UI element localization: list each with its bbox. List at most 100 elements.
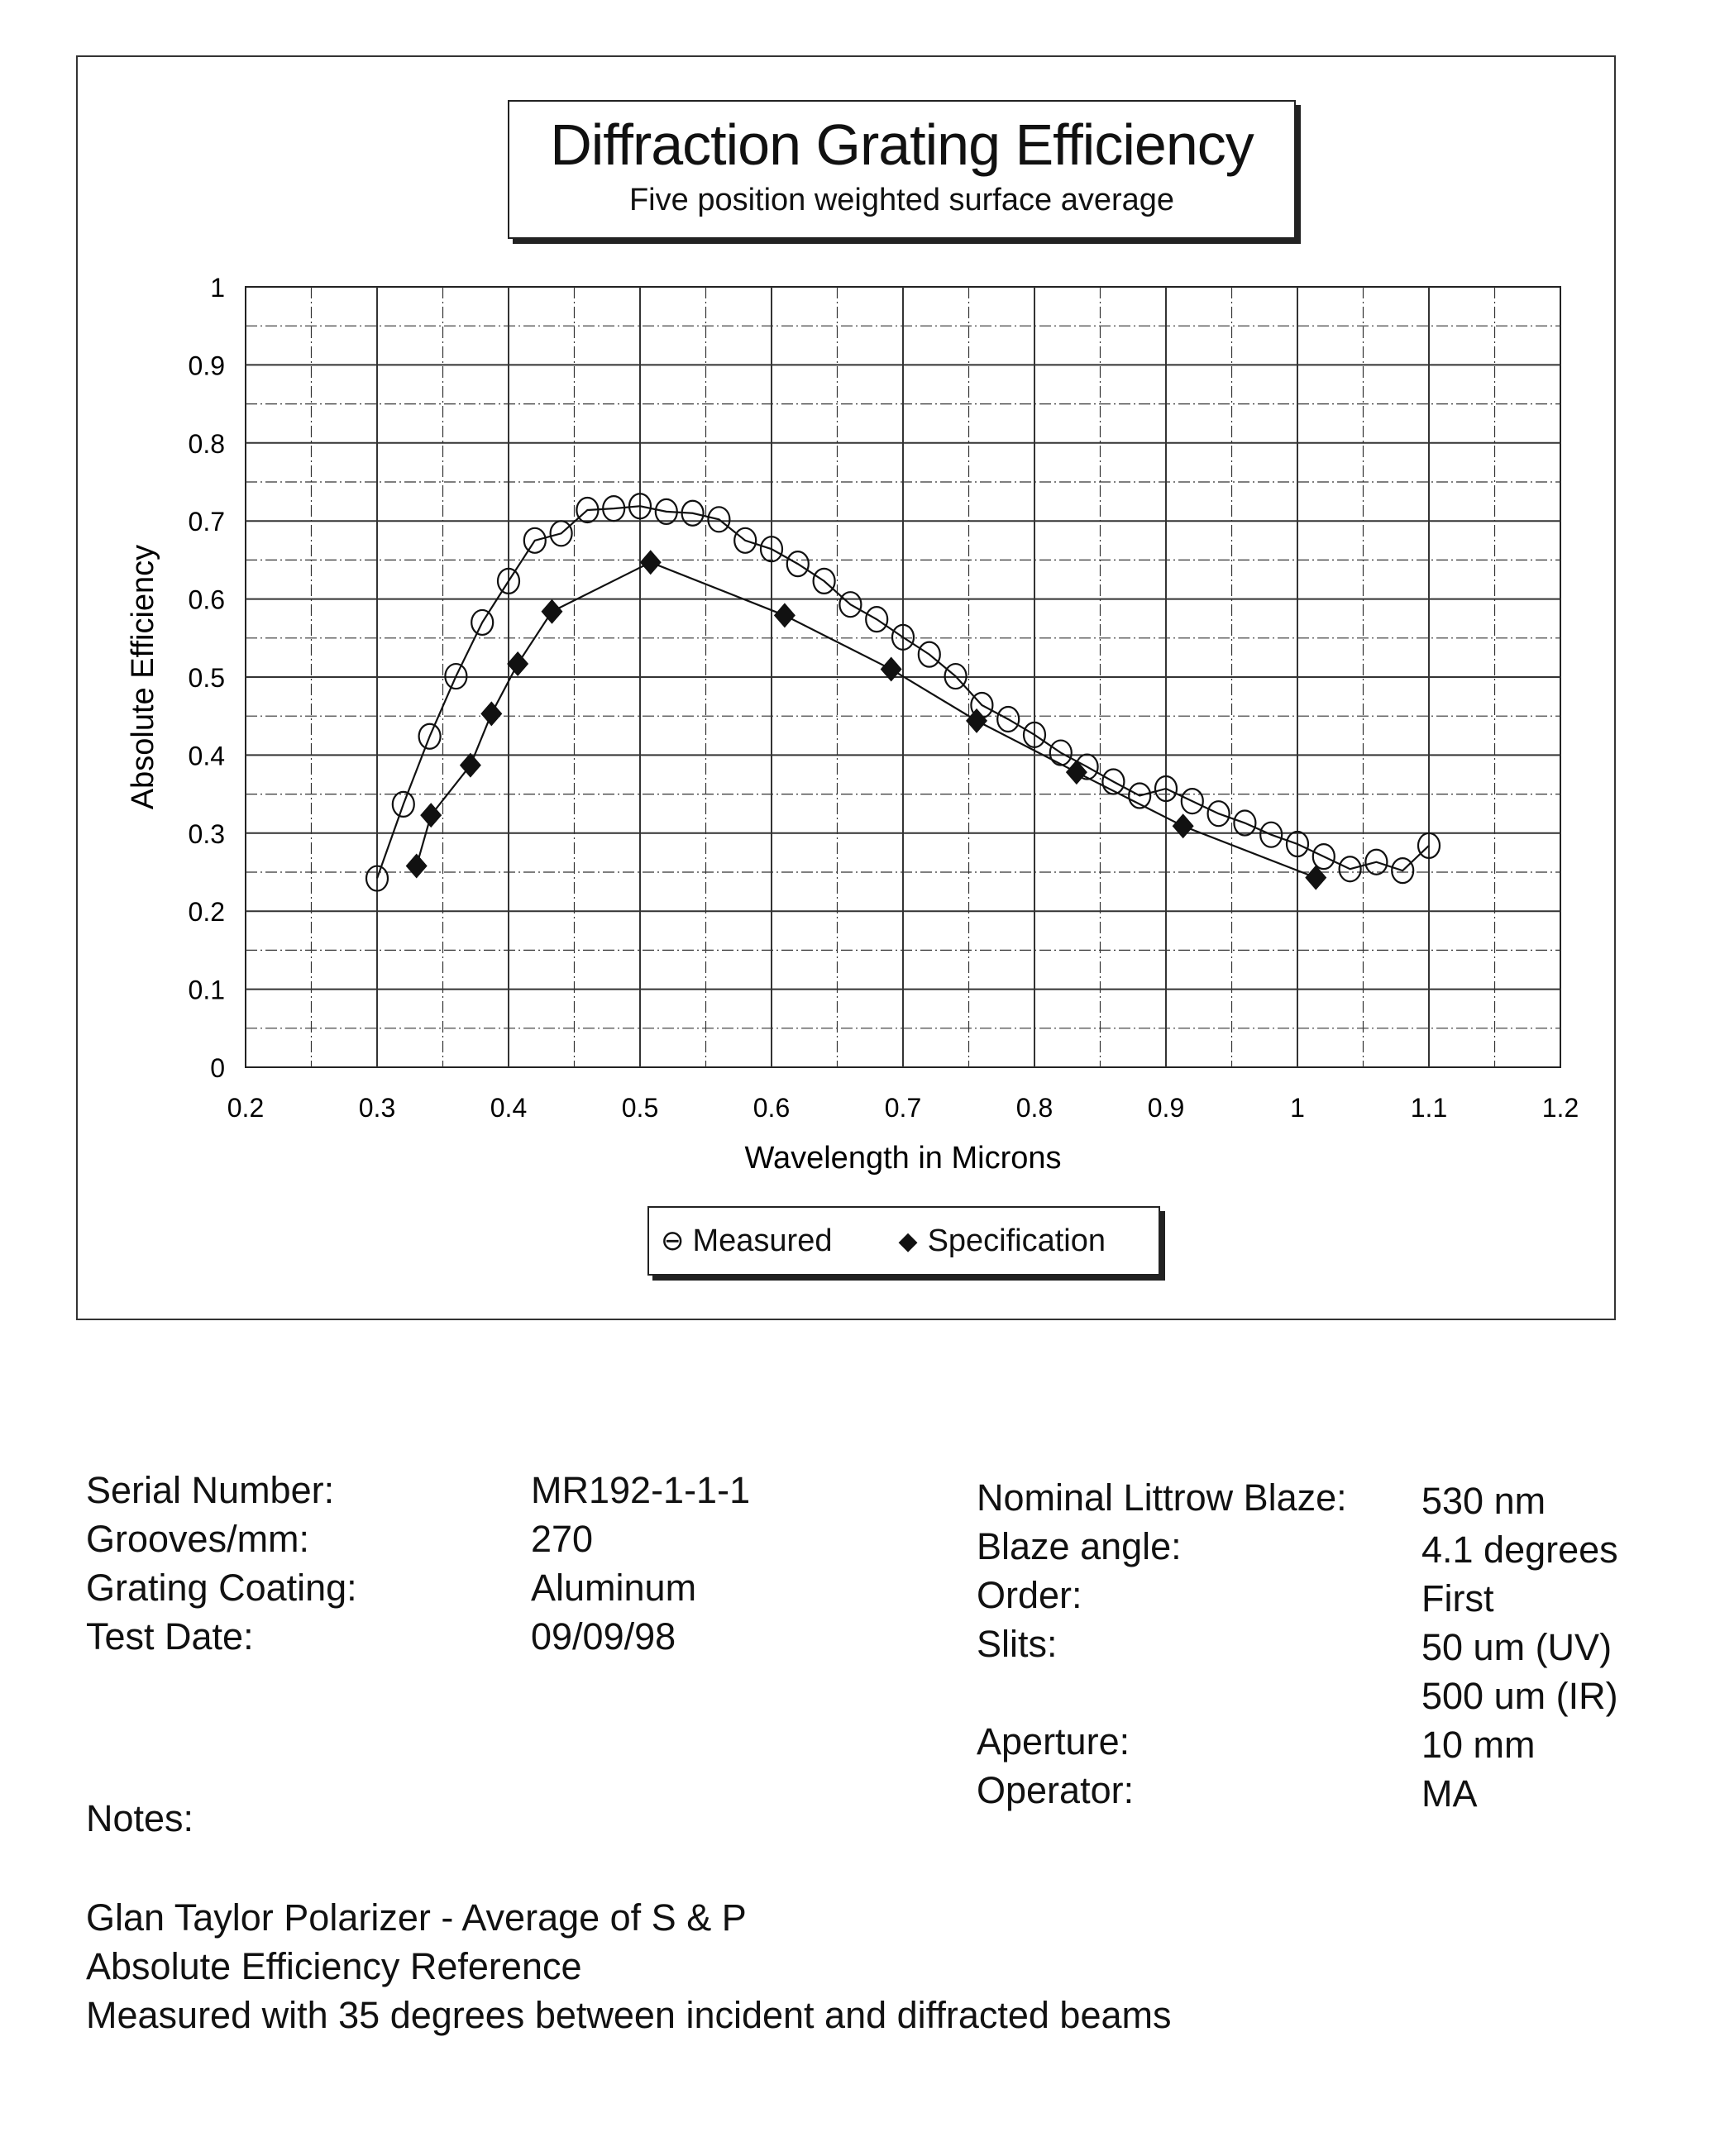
chart-frame	[76, 55, 1616, 1320]
specification-point	[459, 752, 481, 778]
info-right-values: 530 nm 4.1 degrees First 50 um (UV) 500 …	[1421, 1476, 1618, 1818]
measured-point	[1206, 800, 1230, 828]
legend-circle-icon: ⊖	[661, 1225, 685, 1257]
specification-point	[1065, 760, 1087, 785]
x-tick-label: 0.9	[1148, 1093, 1184, 1123]
slits-label: Slits:	[977, 1623, 1058, 1665]
measured-point	[707, 506, 731, 533]
measured-point	[549, 520, 573, 547]
grooves-value: 270	[531, 1518, 594, 1560]
measured-point	[812, 567, 836, 594]
y-tick-label: 0.7	[189, 507, 225, 537]
y-tick-label: 0.6	[189, 585, 225, 615]
x-tick-label: 1.1	[1411, 1093, 1447, 1123]
specification-point	[1172, 813, 1194, 839]
specification-point	[639, 550, 662, 575]
series-line-measured	[375, 505, 1430, 879]
measured-point	[1233, 809, 1257, 837]
y-tick-label: 0.3	[189, 819, 225, 849]
x-tick-label: 0.5	[622, 1093, 658, 1123]
x-tick-label: 0.3	[359, 1093, 395, 1123]
measured-point	[1128, 782, 1152, 809]
specification-point	[405, 853, 428, 879]
aperture-label: Aperture:	[977, 1720, 1130, 1762]
x-axis-label: Wavelength in Microns	[745, 1141, 1062, 1176]
measured-point	[1180, 787, 1204, 815]
y-tick-label: 0.4	[189, 741, 225, 770]
notes-lines: Glan Taylor Polarizer - Average of S & P…	[86, 1893, 1172, 2039]
x-tick-label: 1	[1290, 1093, 1305, 1123]
measured-point	[759, 536, 784, 563]
measured-point	[391, 790, 415, 818]
measured-point	[628, 493, 652, 520]
note-line: Measured with 35 degrees between inciden…	[86, 1994, 1172, 2036]
chart-title-box: Diffraction Grating Efficiency Five posi…	[508, 100, 1296, 239]
x-tick-label: 0.4	[490, 1093, 527, 1123]
specification-point	[480, 701, 503, 727]
y-tick-label: 0.2	[189, 897, 225, 927]
legend-specification: Specification	[927, 1223, 1106, 1258]
coating-label: Grating Coating:	[86, 1567, 357, 1609]
measured-point	[996, 705, 1020, 733]
y-tick-label: 0.8	[189, 429, 225, 459]
measured-point	[786, 551, 810, 578]
info-left-values: MR192-1-1-1 270 Aluminum 09/09/98	[531, 1466, 750, 1661]
measured-point	[891, 623, 915, 651]
measured-point	[1285, 830, 1310, 858]
grooves-label: Grooves/mm:	[86, 1518, 310, 1560]
legend: ⊖ Measured ◆ Specification	[647, 1206, 1160, 1276]
note-line: Absolute Efficiency Reference	[86, 1945, 582, 1987]
operator-label: Operator:	[977, 1769, 1135, 1811]
y-tick-label: 1	[210, 273, 225, 303]
measured-point	[602, 494, 626, 522]
x-tick-label: 0.7	[885, 1093, 921, 1123]
blaze-value: 530 nm	[1421, 1480, 1546, 1522]
specification-point	[541, 599, 563, 624]
coating-value: Aluminum	[531, 1567, 697, 1609]
measured-point	[523, 527, 547, 554]
note-line: Glan Taylor Polarizer - Average of S & P	[86, 1896, 747, 1939]
notes-heading: Notes:	[86, 1797, 194, 1839]
specification-point	[420, 803, 442, 828]
x-tick-label: 0.2	[227, 1093, 264, 1123]
measured-point	[1391, 857, 1415, 885]
slits-ir-value: 500 um (IR)	[1421, 1675, 1618, 1717]
measured-point	[1338, 856, 1362, 883]
measured-point	[838, 591, 862, 618]
chart-svg: 0.2 0.3 0.4 0.5 0.6 0.7 0.8 0.9 1 1.1 1.2 0 0.1 0.2 0.…	[126, 273, 1579, 1176]
measured-point	[654, 498, 678, 525]
specification-point	[773, 603, 796, 628]
measured-point	[1417, 832, 1441, 860]
measured-point	[418, 723, 442, 750]
blaze-angle-label: Blaze angle:	[977, 1525, 1182, 1567]
blaze-angle-value: 4.1 degrees	[1421, 1529, 1618, 1571]
serial-value: MR192-1-1-1	[531, 1469, 751, 1511]
measured-point	[444, 662, 468, 690]
measured-point	[365, 865, 389, 892]
slits-label-2	[977, 1668, 1347, 1717]
test-date-value: 09/09/98	[531, 1615, 676, 1658]
legend-diamond-icon: ◆	[898, 1227, 918, 1255]
measured-point	[1259, 821, 1283, 848]
measured-point	[496, 567, 521, 594]
x-tick-label: 1.2	[1542, 1093, 1579, 1123]
measured-point	[865, 606, 889, 633]
measured-point	[917, 641, 941, 668]
x-tick-label: 0.8	[1016, 1093, 1053, 1123]
y-tick-label: 0.9	[189, 351, 225, 380]
chart-title: Diffraction Grating Efficiency	[550, 112, 1254, 177]
order-value: First	[1421, 1577, 1494, 1619]
chart-subtitle: Five position weighted surface average	[628, 183, 1175, 217]
x-tick-label: 0.6	[753, 1093, 790, 1123]
y-tick-label: 0.1	[189, 975, 225, 1005]
operator-value: MA	[1421, 1772, 1478, 1815]
specification-point	[1305, 865, 1327, 890]
specification-point	[880, 656, 902, 682]
specification-point	[507, 651, 529, 676]
measured-point	[1364, 848, 1388, 875]
info-right-labels: Nominal Littrow Blaze: Blaze angle: Orde…	[977, 1473, 1347, 1815]
serial-label: Serial Number:	[86, 1469, 335, 1511]
slits-uv-value: 50 um (UV)	[1421, 1626, 1612, 1668]
measured-point	[1101, 768, 1125, 795]
